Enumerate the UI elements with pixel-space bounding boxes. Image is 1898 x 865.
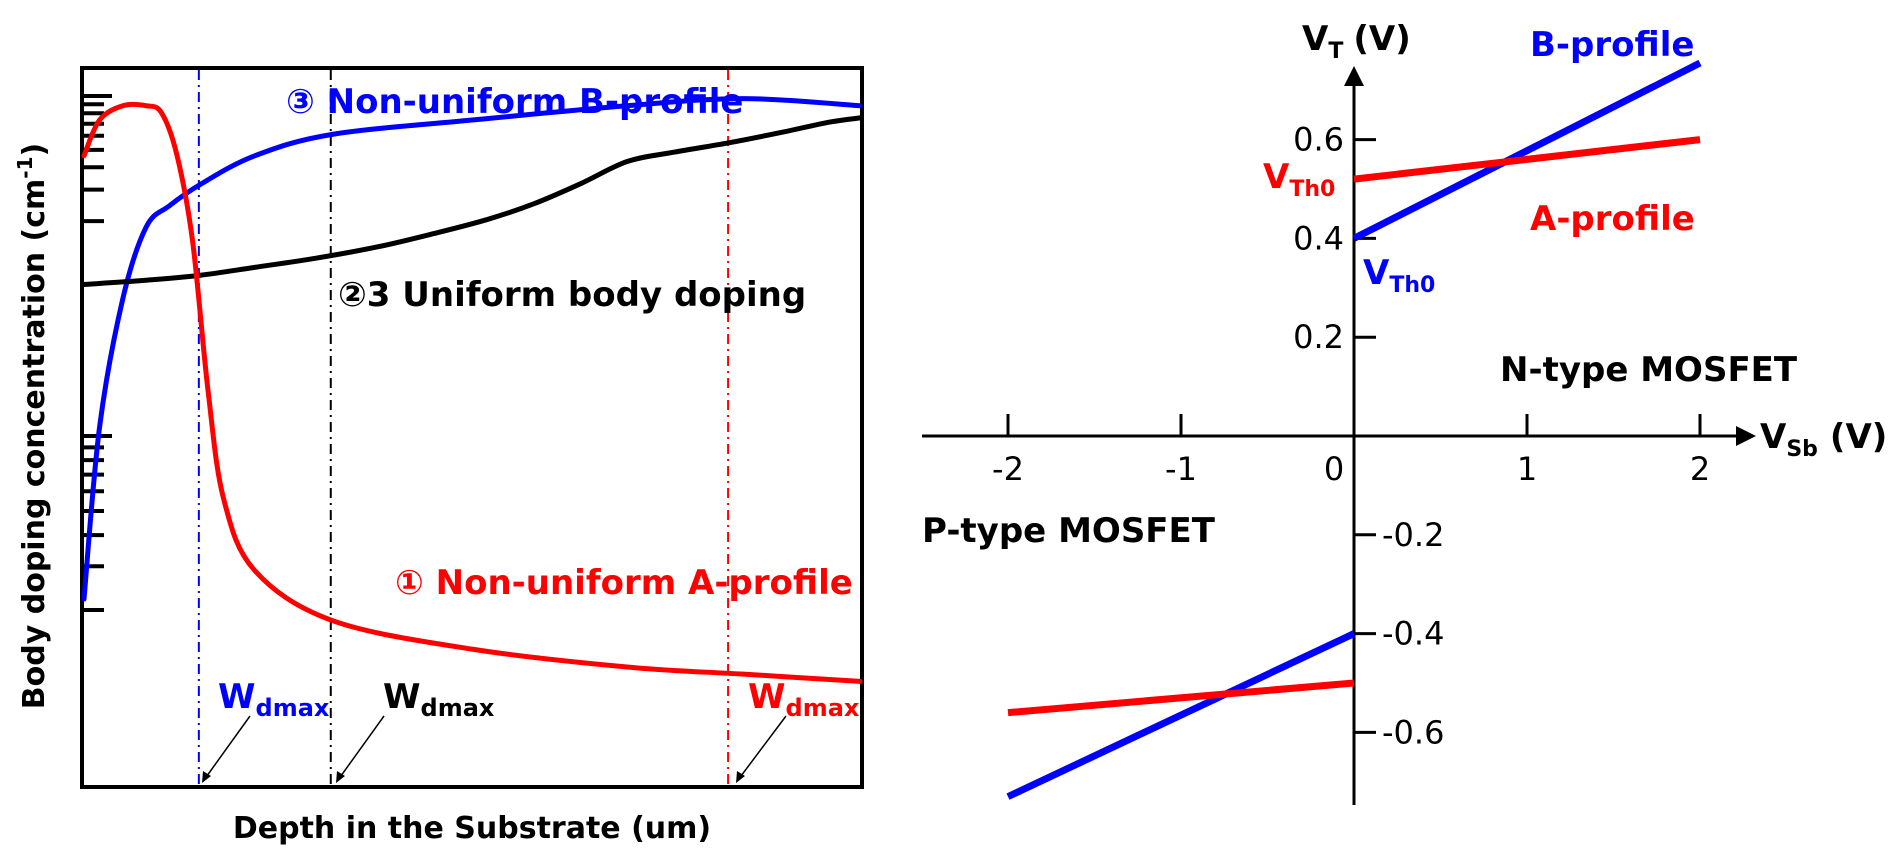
y-axis-label-close: ) xyxy=(17,143,52,157)
doping-series xyxy=(81,96,863,684)
wdmax-label-black-main: W xyxy=(383,677,421,717)
wdmax-arrowhead-black xyxy=(336,771,345,783)
x-tick-label-0: 0 xyxy=(1324,450,1344,488)
x-tick-label-1: 1 xyxy=(1517,450,1537,488)
n-type-label: N-type MOSFET xyxy=(1500,350,1798,390)
y-axis-title-sub: T xyxy=(1328,39,1343,64)
y-axis-title-main: V xyxy=(1302,19,1329,59)
vt-line-red-p xyxy=(1007,679,1355,717)
x-tick-label-2: -2 xyxy=(992,450,1024,488)
series-label-a-profile: ① Non-uniform A-profile xyxy=(395,563,853,603)
wdmax-arrow-blue xyxy=(203,715,251,781)
y-axis-label-main: Body doping concentration (cm xyxy=(17,179,52,709)
vth0-label-red-main: V xyxy=(1263,157,1290,197)
wdmax-label-blue: Wdmax xyxy=(218,677,330,722)
x-axis-arrowhead xyxy=(1736,426,1756,446)
wdmax-label-blue-main: W xyxy=(218,677,256,717)
vt-line-b-profile-n xyxy=(1352,59,1702,242)
series-line-non-uniform-b-profile-0 xyxy=(81,96,863,602)
y-axis-title: VT (V) xyxy=(1302,19,1411,64)
series-line-3-uniform-body-doping-1 xyxy=(81,115,863,287)
y-axis-ticks xyxy=(82,94,112,612)
wdmax-arrows xyxy=(203,715,787,781)
x-axis-label: Depth in the Substrate (um) xyxy=(233,811,711,846)
vth0-label-red-sub: Th0 xyxy=(1289,177,1335,202)
wdmax-label-red-main: W xyxy=(748,677,786,717)
vt-line-blue-p xyxy=(1006,630,1356,800)
y-axis-label: Body doping concentration (cm-1) xyxy=(13,143,52,709)
series-label-b-profile: ③ Non-uniform B-profile xyxy=(286,82,743,122)
vth0-label-red: VTh0 xyxy=(1263,157,1335,202)
wdmax-arrow-black xyxy=(337,715,385,781)
wdmax-label-blue-sub: dmax xyxy=(256,694,330,722)
y-tick-label-pos-1: 0.4 xyxy=(1293,219,1344,257)
plot-frame xyxy=(80,66,864,789)
y-tick-label-pos-0: 0.2 xyxy=(1293,318,1344,356)
series-line-non-uniform-a-profile-2 xyxy=(81,101,863,684)
series-label-b-profile-right: B-profile xyxy=(1530,25,1694,65)
y-axis-label-sup: -1 xyxy=(13,157,37,179)
doping-profile-chart: ③ Non-uniform B-profile ②3 Uniform body … xyxy=(13,66,864,846)
wdmax-arrow-red xyxy=(737,715,787,781)
wdmax-vlines xyxy=(197,70,730,785)
x-axis-title-main: V xyxy=(1760,417,1787,457)
y-tick-label-pos-2: 0.6 xyxy=(1293,121,1344,159)
series-label-uniform: ②3 Uniform body doping xyxy=(338,275,806,315)
p-type-label: P-type MOSFET xyxy=(922,511,1216,551)
x-axis-title: VSb (V) xyxy=(1760,417,1887,462)
x-axis-title-sub: Sb xyxy=(1786,437,1818,462)
wdmax-label-red: Wdmax xyxy=(748,677,860,722)
y-tick-label-neg-2: -0.6 xyxy=(1382,713,1444,751)
threshold-voltage-chart: -2 -1 0 1 20.20.40.6-0.2-0.4-0.6 VT (V) VSb (V… xyxy=(922,19,1887,805)
y-axis-arrowhead xyxy=(1344,66,1364,86)
x-axis-title-unit: (V) xyxy=(1830,417,1887,457)
wdmax-label-black: Wdmax xyxy=(383,677,495,722)
wdmax-arrowheads xyxy=(202,771,745,783)
series-label-a-profile-right: A-profile xyxy=(1530,199,1695,239)
vth0-label-blue-main: V xyxy=(1363,253,1390,293)
x-tick-label-2: 2 xyxy=(1690,450,1710,488)
wdmax-label-red-sub: dmax xyxy=(786,694,860,722)
vt-series xyxy=(1006,59,1702,800)
y-tick-label-neg-1: -0.4 xyxy=(1382,615,1444,653)
wdmax-label-black-sub: dmax xyxy=(421,694,495,722)
y-axis-title-unit: (V) xyxy=(1353,19,1410,59)
y-tick-label-neg-0: -0.2 xyxy=(1382,516,1444,554)
vth0-label-blue-sub: Th0 xyxy=(1389,273,1435,298)
vt-line-a-profile-n xyxy=(1353,136,1701,183)
x-tick-label-1: -1 xyxy=(1165,450,1197,488)
wdmax-arrowhead-blue xyxy=(202,771,211,783)
axis-ticks: -2 -1 0 1 2 0.2 0.4 0.6 -0.2 -0.4 -0.6 xyxy=(992,121,1710,752)
wdmax-arrowhead-red xyxy=(736,771,745,783)
vth0-label-blue: VTh0 xyxy=(1363,253,1435,298)
